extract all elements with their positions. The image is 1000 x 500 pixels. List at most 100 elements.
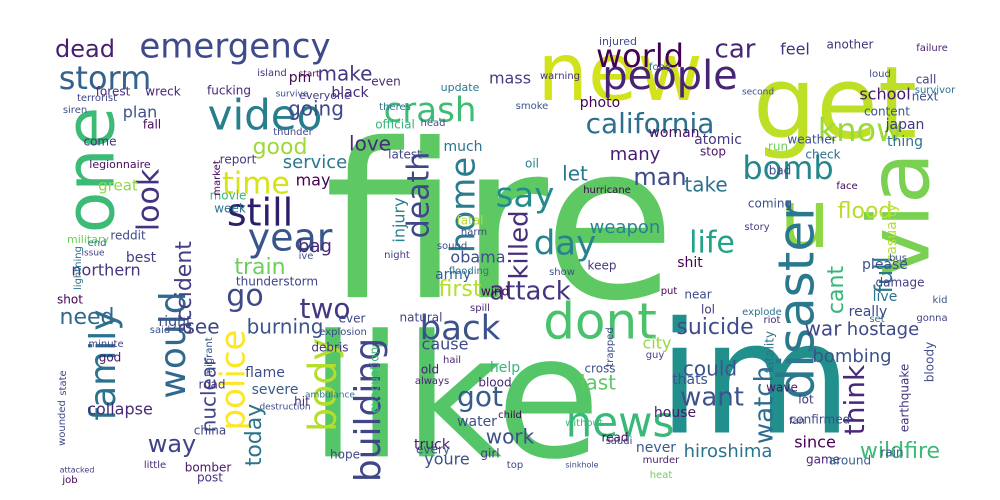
word-army: army (435, 267, 471, 283)
word-wave: wave (766, 381, 798, 395)
word-bus: bus (889, 253, 907, 264)
word-watch: watch (750, 366, 780, 444)
word-atomic: atomic (694, 132, 742, 148)
word-thunder: thunder (273, 127, 313, 138)
word-two: two (299, 292, 350, 325)
word-way: way (148, 430, 197, 458)
word-destruction: destruction (259, 403, 310, 413)
word-check: check (805, 148, 840, 162)
word-love: love (349, 132, 391, 156)
word-riot: riot (764, 315, 781, 326)
word-story: story (744, 222, 769, 233)
word-military: military (67, 233, 109, 246)
word-video: video (208, 91, 323, 140)
word-loud: loud (869, 69, 891, 80)
word-run: run (768, 140, 788, 154)
word-forest: forest (96, 85, 131, 99)
word-school: school (859, 85, 910, 104)
word-market: market (212, 160, 223, 196)
word-still: still (227, 191, 293, 235)
word-one: one (52, 107, 131, 234)
word-back: back (420, 309, 501, 349)
word-weapon: weapon (590, 217, 661, 238)
word-flooding: flooding (449, 266, 489, 277)
word-latest: latest (388, 148, 422, 162)
word-know: know (818, 111, 903, 149)
word-home: home (444, 157, 484, 253)
word-debris: debris (311, 341, 348, 355)
word-cause: cause (422, 335, 469, 354)
word-child: child (498, 410, 522, 421)
word-bag: bag (298, 236, 332, 257)
word-black: black (331, 85, 369, 101)
word-best: best (126, 250, 157, 266)
word-second: second (742, 88, 774, 98)
word-hiroshima: hiroshima (684, 441, 773, 462)
word-confirmed: confirmed (790, 413, 851, 427)
word-rain: rain (880, 446, 903, 460)
word-water: water (457, 414, 497, 430)
word-next: next (912, 90, 939, 104)
word-woman: woman (648, 125, 699, 141)
word-much: much (443, 139, 482, 155)
word-movie: movie (210, 189, 247, 203)
word-ive: ive (299, 251, 314, 262)
word-weather: weather (787, 133, 836, 147)
word-emergency: emergency (139, 27, 330, 67)
word-attack: attack (489, 277, 571, 307)
word-cross: cross (584, 362, 615, 376)
word-cant: cant (824, 266, 849, 315)
word-siren: siren (63, 105, 87, 116)
word-every: every (416, 443, 450, 457)
word-look: look (132, 168, 167, 231)
word-news: news (566, 398, 675, 447)
word-pm: pm (289, 70, 312, 86)
word-disaster: disaster (768, 200, 826, 400)
word-natural: natural (400, 311, 443, 325)
word-old: old (421, 363, 439, 377)
word-collapse: collapse (87, 400, 153, 419)
word-said: said (150, 325, 170, 336)
word-gonna: gonna (916, 313, 947, 324)
word-want: want (680, 383, 744, 413)
word-road: road (199, 378, 226, 392)
word-survivor: survivor (915, 85, 956, 96)
word-guy: guy (646, 350, 665, 361)
word-china: china (194, 424, 227, 438)
word-murder: murder (643, 455, 681, 466)
word-plan: plan (123, 103, 158, 122)
word-little: little (144, 460, 166, 471)
word-saudi: saudi (606, 436, 633, 447)
word-earthquake: earthquake (898, 364, 912, 432)
word-building: building (348, 338, 389, 482)
word-make: make (318, 62, 373, 86)
word-fatal: fatal (457, 214, 484, 228)
word-bombing: bombing (812, 346, 891, 367)
word-wounded: wounded (57, 400, 68, 446)
word-report: report (220, 153, 257, 167)
word-accident: accident (172, 241, 197, 335)
word-many: many (610, 144, 661, 165)
word-head: head (421, 118, 446, 129)
word-injury: injury (390, 197, 409, 242)
word-dead: dead (55, 35, 115, 63)
word-take: take (684, 173, 727, 197)
word-first: first (439, 277, 482, 302)
word-think: think (838, 364, 871, 435)
word-photo: photo (580, 95, 620, 111)
word-everyone: everyone (299, 89, 351, 102)
word-explode: explode (742, 307, 782, 318)
word-right: right (159, 314, 192, 330)
word-ever: ever (339, 312, 366, 326)
word-hail: hail (443, 355, 461, 366)
word-god: god (99, 351, 122, 365)
word-today: today (242, 404, 267, 467)
word-official: official (375, 118, 415, 132)
word-smoke: smoke (516, 101, 549, 112)
word-work: work (486, 425, 535, 449)
word-truck: truck (414, 437, 451, 453)
word-new: new (537, 26, 702, 119)
word-start: start (299, 70, 320, 80)
word-damage: damage (875, 276, 924, 290)
word-thing: thing (887, 134, 923, 150)
